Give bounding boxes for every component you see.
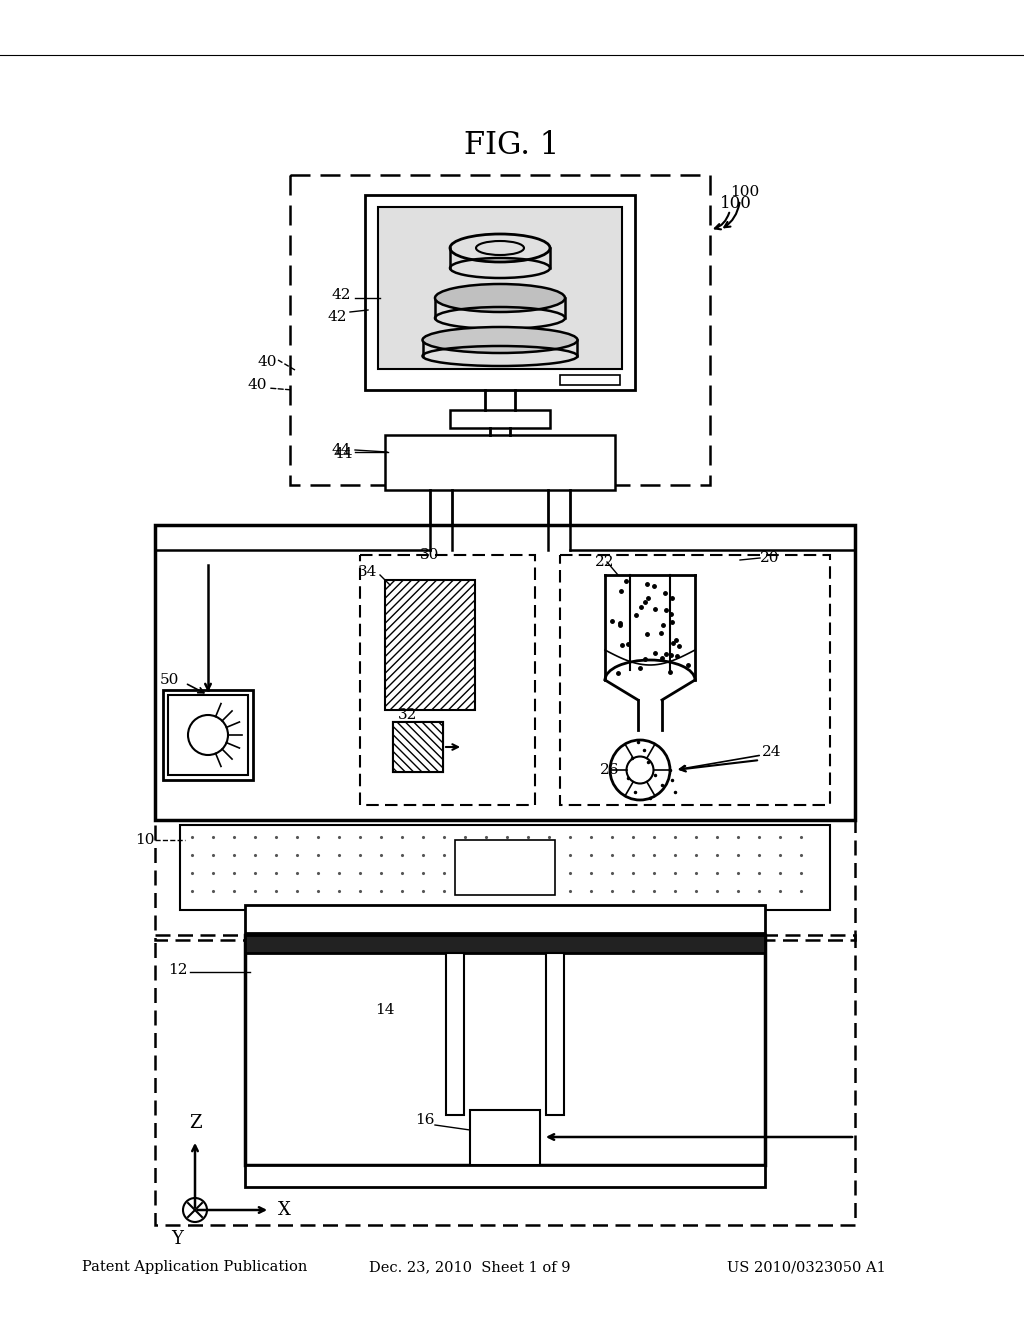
Text: Y: Y (171, 1230, 183, 1247)
Text: 44: 44 (332, 444, 351, 457)
Text: 22: 22 (595, 554, 614, 569)
Bar (155, 935, 855, 1225)
Text: 42: 42 (328, 310, 347, 323)
Bar (155, 820, 855, 940)
Bar (470, 1110, 540, 1166)
Text: 100: 100 (720, 195, 752, 213)
Bar (245, 935, 765, 1166)
Text: 40: 40 (258, 355, 278, 370)
Text: FIG. 1: FIG. 1 (464, 129, 560, 161)
Text: 20: 20 (760, 550, 779, 565)
Ellipse shape (423, 327, 578, 352)
Text: 14: 14 (375, 1003, 394, 1016)
Bar (155, 525, 855, 820)
Circle shape (188, 715, 228, 755)
Bar (560, 375, 620, 385)
Ellipse shape (435, 284, 565, 312)
Text: Dec. 23, 2010  Sheet 1 of 9: Dec. 23, 2010 Sheet 1 of 9 (369, 1261, 570, 1274)
Text: Patent Application Publication: Patent Application Publication (82, 1261, 307, 1274)
Bar (290, 176, 710, 484)
Text: 10: 10 (135, 833, 155, 847)
Text: 42: 42 (332, 288, 351, 302)
Bar (245, 906, 765, 933)
Bar (163, 690, 253, 780)
Bar (365, 195, 635, 389)
Bar (385, 579, 475, 710)
Bar (393, 722, 443, 772)
Text: 100: 100 (730, 185, 759, 199)
Bar (245, 935, 765, 953)
Text: 40: 40 (248, 378, 267, 392)
Bar (378, 207, 622, 370)
Text: US 2010/0323050 A1: US 2010/0323050 A1 (727, 1261, 886, 1274)
Bar (446, 953, 464, 1115)
Bar (546, 953, 564, 1115)
Bar (245, 1166, 765, 1187)
Bar (180, 825, 830, 909)
Text: 30: 30 (420, 548, 439, 562)
Text: X: X (278, 1201, 291, 1218)
Ellipse shape (476, 242, 524, 255)
Text: 50: 50 (160, 673, 179, 686)
Bar (560, 554, 830, 805)
Text: 16: 16 (415, 1113, 434, 1127)
Bar (455, 840, 555, 895)
Bar (385, 436, 615, 490)
Text: 44: 44 (333, 447, 352, 461)
Text: Z: Z (188, 1114, 202, 1133)
Text: 12: 12 (168, 964, 187, 977)
Text: 34: 34 (358, 565, 378, 579)
Bar (168, 696, 248, 775)
Bar (360, 554, 535, 805)
Bar (450, 411, 550, 428)
Text: 26: 26 (600, 763, 620, 777)
Text: 32: 32 (398, 708, 418, 722)
Circle shape (183, 1199, 207, 1222)
Bar (393, 722, 443, 772)
Text: 24: 24 (762, 744, 781, 759)
